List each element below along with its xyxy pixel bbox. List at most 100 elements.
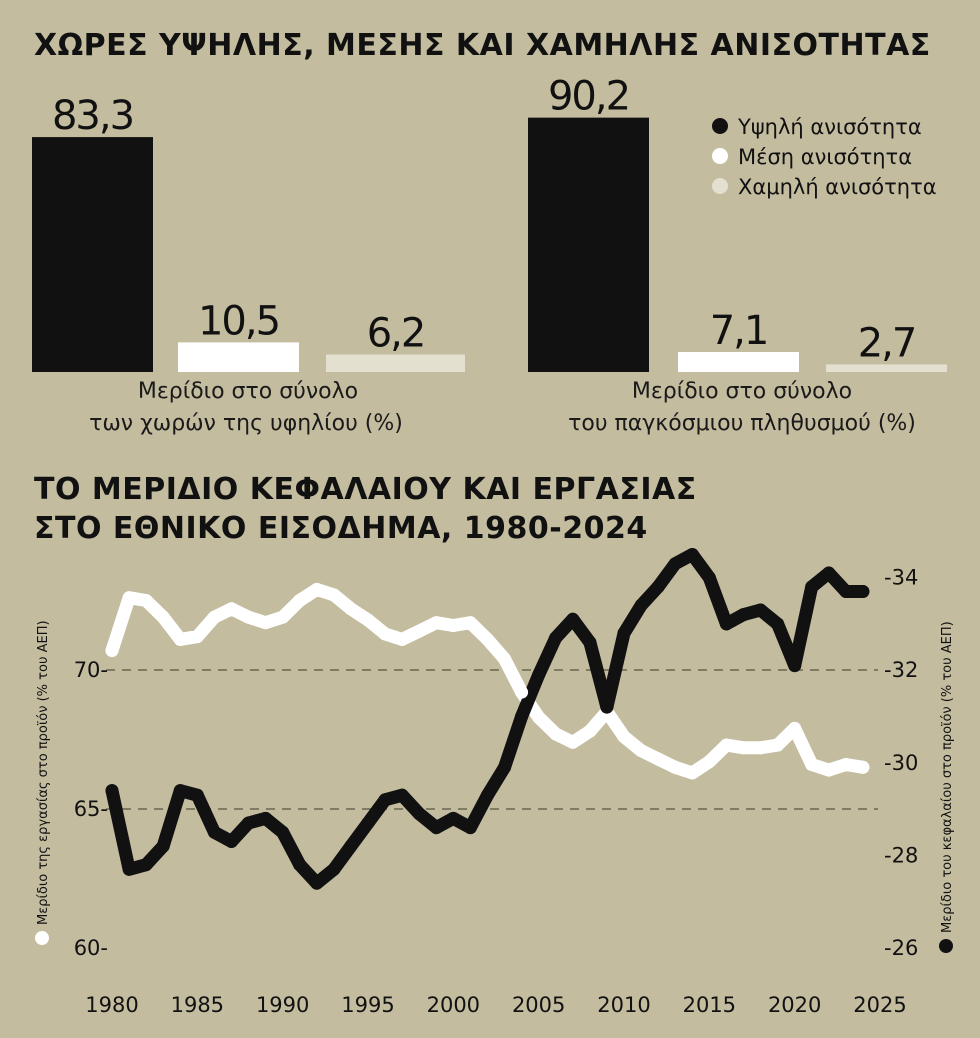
- x-tick-label-8: 2020: [768, 993, 821, 1017]
- labor-share-point-2004: [515, 685, 529, 699]
- capital-share-point-1992: [310, 876, 324, 890]
- capital-share-point-2016: [719, 617, 733, 631]
- bar-population-low: [826, 364, 947, 372]
- labor-share-point-2002: [481, 632, 494, 646]
- capital-share-line: [105, 548, 870, 890]
- labor-share-point-1994: [344, 602, 358, 616]
- labor-share-point-1982: [139, 594, 153, 607]
- labor-share-point-1981: [122, 591, 136, 605]
- line-chart-title-line2: ΣΤΟ ΕΘΝΙΚΟ ΕΙΣΟΔΗΜΑ, 1980-2024: [34, 511, 648, 546]
- left-axis-legend-dot: [35, 931, 49, 945]
- capital-share-point-1997: [395, 788, 409, 802]
- capital-share-point-2017: [737, 608, 750, 622]
- capital-share-point-2023: [839, 585, 853, 598]
- right-tick-label-4: -34: [884, 566, 918, 590]
- labor-share-point-1998: [412, 624, 426, 638]
- x-tick-label-7: 2015: [683, 993, 736, 1017]
- right-tick-label-2: -30: [884, 751, 918, 775]
- labor-share-point-1995: [361, 613, 375, 627]
- capital-share-point-1980: [105, 784, 119, 798]
- labor-share-point-1983: [156, 610, 170, 624]
- inequality-bar-charts: 83,3 10,5 6,2 Μερίδιο στο σύνολο των χωρ…: [32, 74, 947, 436]
- labor-share-point-2006: [549, 727, 563, 741]
- labor-share-point-2005: [532, 710, 546, 724]
- legend-label-high: Υψηλή ανισότητα: [737, 115, 922, 139]
- labor-share-point-2014: [685, 766, 699, 780]
- capital-share-point-2002: [481, 788, 494, 802]
- labor-share-point-2024: [856, 760, 870, 774]
- labor-share-point-2019: [771, 738, 785, 752]
- capital-share-point-2003: [498, 760, 511, 774]
- left-tick-label-1: 65-: [74, 797, 108, 821]
- capital-share-point-2024: [856, 585, 870, 598]
- labor-share-point-2023: [839, 758, 853, 771]
- bar-population-medium: [678, 351, 799, 372]
- labor-share-point-2010: [617, 730, 631, 744]
- bar-label-population-high: 90,2: [548, 74, 629, 120]
- labor-share-point-1999: [429, 616, 443, 630]
- legend-dot-high: [712, 118, 728, 134]
- bar-countries-low: [326, 354, 465, 372]
- capital-share-point-1998: [412, 807, 426, 821]
- labor-share-point-2020: [788, 721, 802, 735]
- labor-share-point-2007: [566, 735, 580, 749]
- x-tick-label-5: 2005: [512, 993, 565, 1017]
- top-chart-title: ΧΩΡΕΣ ΥΨΗΛΗΣ, ΜΕΣΗΣ ΚΑΙ ΧΑΜΗΛΗΣ ΑΝΙΣΟΤΗΤ…: [34, 28, 931, 63]
- capital-share-point-2019: [771, 617, 785, 631]
- labor-share-point-2018: [754, 741, 767, 755]
- bar-label-countries-low: 6,2: [367, 311, 425, 357]
- capital-share-point-1994: [344, 839, 358, 853]
- labor-share-point-1980: [105, 644, 119, 657]
- series-points: [105, 548, 870, 890]
- gridlines: [106, 669, 878, 810]
- capital-share-point-2004: [515, 710, 529, 723]
- right-axis-label: Μερίδιο του κεφαλαίου στο προϊόν (% του …: [940, 621, 955, 933]
- capital-share-point-1983: [156, 839, 170, 853]
- labor-share-point-2008: [583, 724, 597, 738]
- labor-share-point-2000: [446, 619, 460, 632]
- bar-caption-population-line2: του παγκόσμιου πληθυσμού (%): [568, 411, 916, 436]
- capital-share-point-2021: [805, 580, 819, 594]
- capital-share-point-2010: [617, 626, 631, 640]
- capital-share-point-1995: [361, 816, 375, 830]
- capital-share-point-1982: [139, 858, 153, 872]
- labor-share-point-1984: [173, 632, 187, 646]
- axis-ticks: 1980 1985 1990 1995 2000 2005 2010 2015 2020 2025…: [74, 566, 919, 1017]
- x-tick-label-4: 2000: [427, 993, 480, 1017]
- capital-share-point-2015: [702, 571, 716, 585]
- labor-share-point-1993: [327, 588, 341, 602]
- capital-share-point-1988: [242, 816, 255, 830]
- legend-dot-medium: [712, 148, 728, 164]
- bar-label-countries-high: 83,3: [52, 93, 133, 139]
- capital-share-point-2001: [463, 821, 477, 835]
- capital-share-point-1996: [378, 793, 392, 807]
- bar-caption-population-line1: Μερίδιο στο σύνολο: [632, 379, 852, 404]
- labor-share-point-1985: [190, 630, 204, 644]
- capital-share-point-2014: [685, 548, 699, 561]
- labor-share-point-1988: [242, 610, 255, 624]
- capital-share-point-1991: [293, 858, 307, 872]
- labor-share-point-2021: [805, 758, 819, 771]
- capital-share-point-2006: [549, 631, 563, 645]
- x-tick-label-2: 1990: [256, 993, 309, 1017]
- bar-caption-countries-line1: Μερίδιο στο σύνολο: [138, 379, 358, 404]
- labor-share-point-1997: [395, 632, 409, 646]
- capital-share-point-2018: [754, 603, 767, 617]
- capital-share-point-2008: [583, 635, 597, 649]
- labor-share-point-2017: [737, 741, 750, 755]
- capital-share-point-2020: [788, 659, 802, 673]
- capital-share-point-1990: [276, 825, 290, 839]
- capital-share-point-2000: [446, 811, 460, 825]
- capital-share-point-1981: [122, 862, 136, 876]
- capital-share-point-1984: [173, 784, 187, 798]
- x-tick-label-3: 1995: [341, 993, 394, 1017]
- legend-label-low: Χαμηλή ανισότητα: [738, 175, 937, 199]
- labor-share-point-2003: [498, 652, 511, 666]
- labor-share-point-1986: [207, 610, 221, 624]
- labor-share-point-2001: [463, 616, 477, 630]
- capital-share-point-1987: [225, 835, 238, 848]
- x-tick-label-6: 2010: [597, 993, 650, 1017]
- labor-share-point-1989: [259, 616, 273, 630]
- labor-share-point-1996: [378, 627, 392, 641]
